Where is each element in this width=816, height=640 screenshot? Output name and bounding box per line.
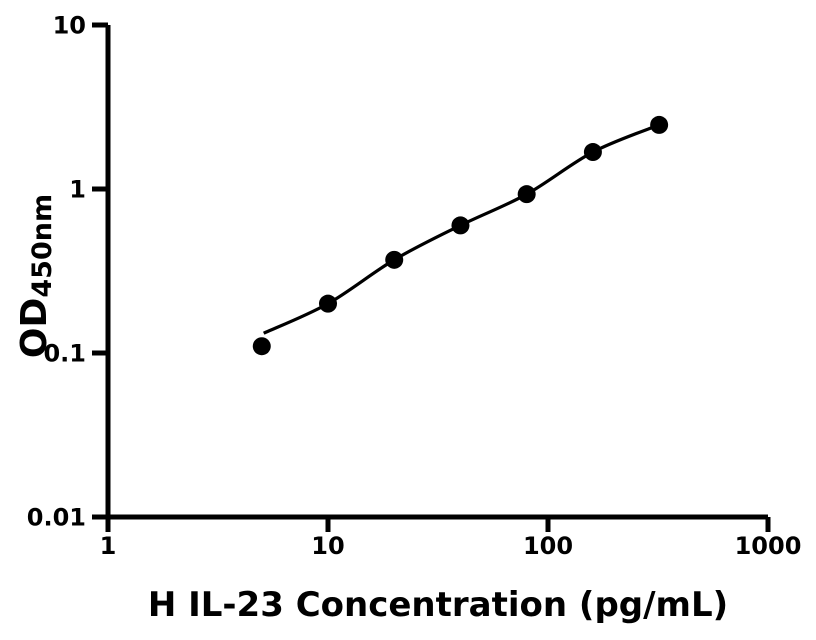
y-tick-label: 0.1: [43, 340, 86, 368]
y-tick-label: 10: [53, 12, 86, 40]
x-axis-title: H IL-23 Concentration (pg/mL): [147, 585, 729, 625]
data-point-marker: [385, 250, 404, 269]
y-tick-label: 0.01: [27, 504, 86, 532]
y-axis-title-main: OD: [14, 297, 55, 359]
y-axis-title: OD450nm: [14, 194, 58, 358]
y-axis-title-sub: 450nm: [27, 193, 58, 298]
x-tick-label: 10: [311, 532, 344, 560]
axes-spine: [105, 25, 768, 520]
data-point-marker: [252, 337, 271, 356]
x-tick-label: 1: [100, 532, 117, 560]
data-point-marker: [319, 294, 337, 313]
data-point-marker: [650, 115, 669, 134]
y-tick-label: 1: [69, 176, 86, 204]
x-tick-label: 100: [523, 532, 573, 560]
data-point-marker: [517, 185, 536, 204]
data-point-marker: [583, 143, 602, 162]
x-tick-label: 1000: [735, 532, 802, 560]
data-point-marker: [451, 216, 470, 235]
